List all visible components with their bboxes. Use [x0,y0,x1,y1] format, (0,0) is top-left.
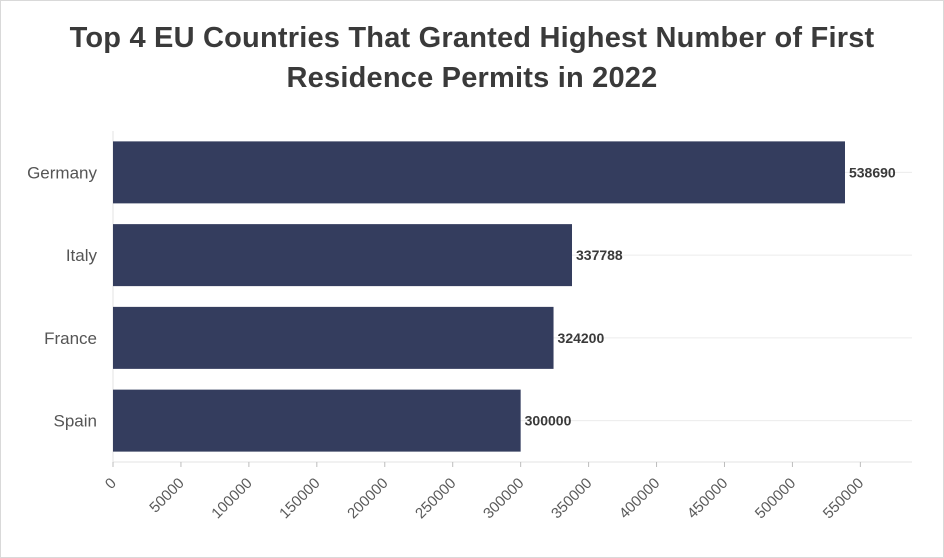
chart-title-line-2: Residence Permits in 2022 [286,62,658,94]
data-label-italy: 337788 [576,247,623,263]
x-tick-label: 450000 [684,475,731,522]
x-tick-label: 400000 [616,475,663,522]
x-tick-label: 500000 [752,475,799,522]
x-tick-label: 300000 [480,475,527,522]
category-label-germany: Germany [27,163,97,182]
data-label-spain: 300000 [525,413,572,429]
chart-title: Top 4 EU Countries That Granted Highest … [0,18,944,98]
x-tick-label: 550000 [820,475,867,522]
category-label-spain: Spain [54,412,97,431]
data-label-france: 324200 [558,330,605,346]
label-layer: Germany 538690 Italy 337788 France 324200 Spai… [27,163,896,430]
x-tick-label: 250000 [412,475,459,522]
bar-layer [113,141,845,452]
grid-layer [113,171,912,422]
x-tick-label: 350000 [548,475,595,522]
bar-germany [113,141,845,204]
x-tick-label: 150000 [276,475,323,522]
x-tick-label: 100000 [208,475,255,522]
data-label-germany: 538690 [849,164,896,180]
x-tick-label: 50000 [146,475,188,517]
bar-france [113,306,554,369]
bar-italy [113,224,573,287]
x-tick-label: 200000 [344,475,391,522]
x-tick-label: 0 [102,475,120,493]
category-label-italy: Italy [66,246,98,265]
category-label-france: France [44,329,97,348]
bar-spain [113,389,521,452]
chart-title-line-1: Top 4 EU Countries That Granted Highest … [69,22,875,54]
